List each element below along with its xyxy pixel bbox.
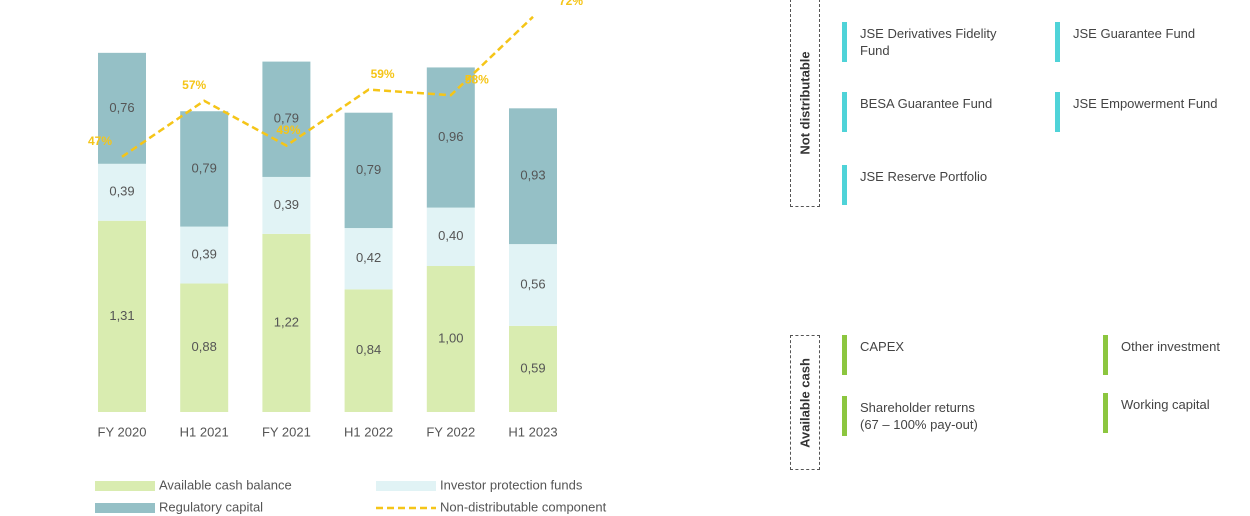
x-tick-label: FY 2020 <box>98 424 147 439</box>
section-item: JSE Derivatives Fidelity Fund <box>842 22 1012 62</box>
bar-segment <box>180 111 229 227</box>
section-item: Other investment <box>1103 335 1250 375</box>
bar-segment <box>344 228 393 290</box>
line-value-label: 57% <box>182 78 206 92</box>
section-item: Working capital <box>1103 393 1250 433</box>
bar-segment <box>509 325 557 412</box>
line-value-label: 72% <box>559 0 583 8</box>
value-label: 1,31 <box>109 308 134 323</box>
item-label: JSE Empowerment Fund <box>1073 96 1218 111</box>
bar-segment <box>426 266 475 412</box>
item-label: CAPEX <box>860 339 905 354</box>
item-marker <box>1055 92 1060 132</box>
value-label: 0,40 <box>438 228 463 243</box>
line-value-label: 58% <box>465 72 489 86</box>
value-label: 0,39 <box>274 197 299 212</box>
item-marker <box>842 335 847 375</box>
bar-segment <box>98 220 146 412</box>
section-item: JSE Reserve Portfolio <box>842 165 1012 205</box>
section-label: Not distributable <box>797 51 813 155</box>
bar-segment <box>262 176 311 234</box>
bar-segment <box>262 233 311 412</box>
bar-segment <box>344 289 393 412</box>
section-box: Not distributable <box>790 0 820 207</box>
x-tick-label: FY 2022 <box>426 424 475 439</box>
value-label: 1,22 <box>274 314 299 329</box>
legend-swatch <box>95 503 155 513</box>
value-label: 0,56 <box>520 276 545 291</box>
line-value-label: 59% <box>371 67 395 81</box>
item-marker <box>842 92 847 132</box>
item-label: Working capital <box>1121 397 1210 412</box>
item-label: JSE Reserve Portfolio <box>860 169 988 184</box>
value-label: 0,59 <box>520 360 545 375</box>
legend-label: Non-distributable component <box>440 499 607 514</box>
bar-segment <box>180 226 229 284</box>
legend-label: Available cash balance <box>159 477 292 492</box>
value-label: 0,39 <box>109 184 134 199</box>
value-label: 0,84 <box>356 342 381 357</box>
line <box>121 15 534 158</box>
value-label: 0,79 <box>274 111 299 126</box>
value-label: 0,79 <box>356 162 381 177</box>
value-label: 0,93 <box>520 168 545 183</box>
item-marker <box>842 22 847 62</box>
section-item: CAPEX <box>842 335 992 375</box>
item-marker <box>842 396 847 436</box>
line-value-label: 47% <box>88 134 112 148</box>
bar-segment <box>426 67 475 208</box>
x-tick-label: FY 2021 <box>262 424 311 439</box>
bar-segment <box>98 52 146 164</box>
item-marker <box>1103 393 1108 433</box>
bar-segment <box>509 108 557 245</box>
section-item: JSE Empowerment Fund <box>1055 92 1245 132</box>
legend-swatch <box>95 481 155 491</box>
bar-segment <box>509 244 557 326</box>
bar-segment <box>262 61 311 177</box>
legend-label: Regulatory capital <box>159 499 263 514</box>
item-label: BESA Guarantee Fund <box>860 96 993 111</box>
section-item: BESA Guarantee Fund <box>842 92 1012 132</box>
x-tick-label: H1 2023 <box>508 424 557 439</box>
item-label: Shareholder returns (67 – 100% pay-out) <box>860 400 978 432</box>
legend-swatch <box>376 481 436 491</box>
x-tick-label: H1 2022 <box>344 424 393 439</box>
value-label: 0,96 <box>438 129 463 144</box>
value-label: 0,79 <box>192 160 217 175</box>
bar-segment <box>98 163 146 221</box>
item-marker <box>842 165 847 205</box>
section-box: Available cash <box>790 335 820 470</box>
chart: 1,31 0,88 1,22 0,84 1,00 0,59 0,39 0,39 0,39 0,42… <box>88 0 607 514</box>
section-item: Shareholder returns (67 – 100% pay-out) <box>842 396 992 436</box>
line-value-label: 49% <box>276 123 300 137</box>
item-marker <box>1055 22 1060 62</box>
value-label: 0,39 <box>192 246 217 261</box>
item-label: JSE Derivatives Fidelity Fund <box>860 26 997 58</box>
value-label: 1,00 <box>438 330 463 345</box>
bar-segment <box>426 207 475 266</box>
value-label: 0,76 <box>109 100 134 115</box>
section-label: Available cash <box>797 357 813 448</box>
bar-segment <box>344 112 393 229</box>
item-label: Other investment <box>1121 339 1220 354</box>
x-tick-label: H1 2021 <box>180 424 229 439</box>
legend-label: Investor protection funds <box>440 477 583 492</box>
item-label: JSE Guarantee Fund <box>1073 26 1196 41</box>
section-item: JSE Guarantee Fund <box>1055 22 1225 62</box>
bar-segment <box>180 283 229 412</box>
value-label: 0,88 <box>192 339 217 354</box>
item-marker <box>1103 335 1108 375</box>
value-label: 0,42 <box>356 250 381 265</box>
